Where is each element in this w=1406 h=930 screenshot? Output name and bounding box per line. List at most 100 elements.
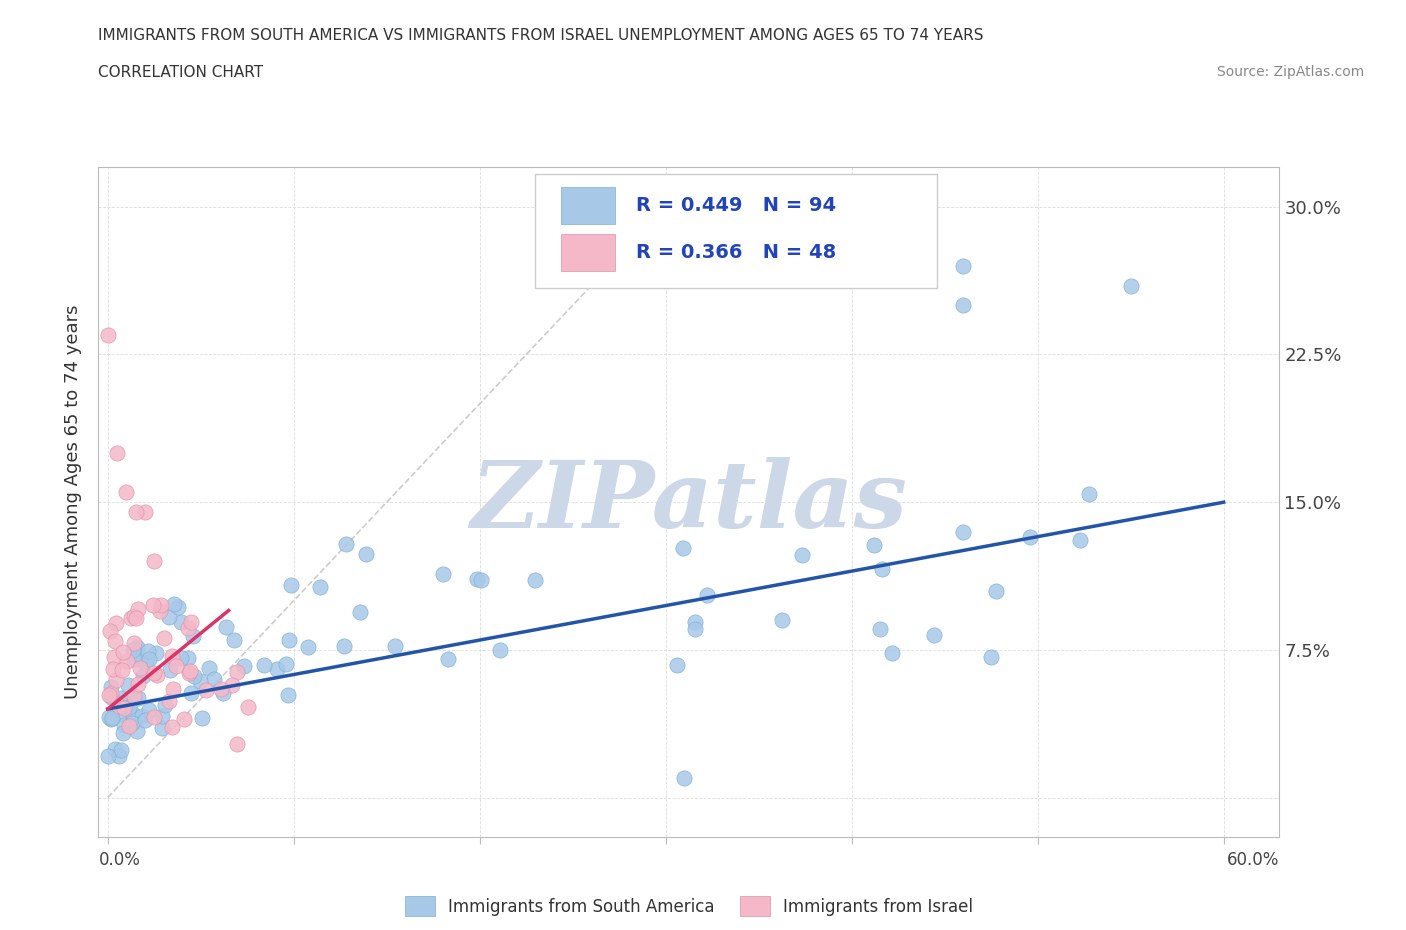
Point [149, 604, 172, 618]
Point [226, 664, 249, 679]
Point [129, 652, 152, 667]
Point [152, 631, 174, 645]
Point [673, 770, 696, 785]
Y-axis label: Unemployment Among Ages 65 to 74 years: Unemployment Among Ages 65 to 74 years [65, 305, 83, 699]
Point [155, 698, 177, 712]
Point [209, 682, 232, 697]
Point [122, 652, 145, 667]
Point [869, 621, 891, 636]
Point [952, 298, 974, 312]
Point [984, 584, 1007, 599]
Point [112, 645, 135, 660]
Point [138, 644, 160, 658]
Point [665, 658, 688, 672]
Point [190, 711, 212, 725]
Point [179, 665, 201, 680]
Point [354, 547, 377, 562]
FancyBboxPatch shape [536, 174, 936, 288]
Point [226, 737, 249, 751]
Point [97, 710, 120, 724]
Point [696, 588, 718, 603]
Point [274, 657, 297, 671]
Point [104, 633, 127, 648]
Point [159, 662, 181, 677]
Point [278, 633, 301, 648]
Point [952, 259, 974, 273]
Point [236, 699, 259, 714]
FancyBboxPatch shape [561, 188, 614, 224]
Point [489, 643, 512, 658]
Point [143, 554, 166, 569]
Point [173, 711, 195, 726]
Point [105, 616, 128, 631]
Point [277, 687, 299, 702]
Point [127, 691, 149, 706]
Point [127, 640, 149, 655]
Point [177, 651, 200, 666]
Point [863, 538, 886, 552]
Point [470, 572, 492, 587]
Point [183, 669, 205, 684]
Point [129, 661, 152, 676]
Point [221, 678, 243, 693]
Point [211, 685, 233, 700]
Point [159, 694, 181, 709]
Point [134, 712, 156, 727]
Point [190, 673, 212, 688]
Point [100, 679, 122, 694]
Point [108, 749, 131, 764]
Point [114, 700, 136, 715]
Point [165, 658, 187, 673]
Point [108, 707, 131, 722]
Point [107, 698, 129, 713]
Point [150, 709, 173, 724]
Point [524, 572, 547, 587]
Point [149, 597, 172, 612]
Point [770, 612, 793, 627]
Point [561, 248, 583, 263]
Point [114, 695, 136, 710]
Point [181, 629, 204, 644]
Point [980, 649, 1002, 664]
Point [180, 614, 202, 629]
Point [104, 741, 127, 756]
Point [120, 610, 142, 625]
Point [104, 672, 127, 687]
Point [924, 628, 946, 643]
Point [672, 540, 695, 555]
Point [121, 715, 143, 730]
Point [101, 662, 124, 677]
Point [162, 682, 184, 697]
Point [141, 598, 163, 613]
Point [349, 604, 371, 619]
Point [118, 718, 141, 733]
Text: 0.0%: 0.0% [98, 851, 141, 869]
Point [125, 611, 148, 626]
Point [138, 652, 160, 667]
Point [103, 649, 125, 664]
Point [335, 536, 357, 551]
Point [124, 505, 146, 520]
Point [117, 678, 139, 693]
Point [297, 639, 319, 654]
Text: R = 0.366   N = 48: R = 0.366 N = 48 [636, 243, 837, 262]
Point [100, 711, 122, 726]
Point [162, 720, 184, 735]
Point [465, 572, 488, 587]
Point [167, 600, 190, 615]
Point [100, 685, 122, 700]
Point [135, 657, 157, 671]
Point [683, 621, 706, 636]
Text: Source: ZipAtlas.com: Source: ZipAtlas.com [1216, 65, 1364, 79]
Point [100, 690, 122, 705]
Point [112, 717, 135, 732]
Point [179, 664, 201, 679]
Point [115, 485, 138, 499]
Point [145, 645, 167, 660]
Point [97, 749, 120, 764]
Point [197, 661, 219, 676]
Point [1119, 278, 1142, 293]
Point [333, 639, 356, 654]
Point [309, 579, 332, 594]
Point [138, 702, 160, 717]
